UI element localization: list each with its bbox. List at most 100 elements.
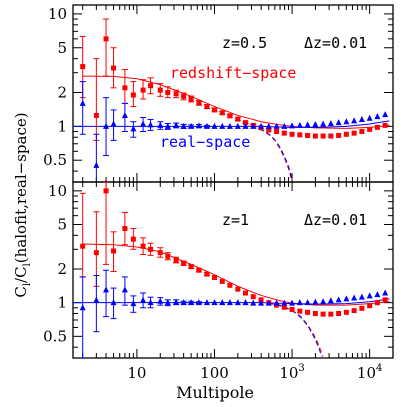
redshift-space-point bbox=[111, 65, 117, 71]
y-tick-label: 1 bbox=[57, 294, 67, 312]
redshift-space-point bbox=[157, 250, 163, 256]
real-space-point bbox=[265, 299, 272, 306]
redshift-space-point bbox=[351, 308, 357, 314]
redshift-annotation: z=1 bbox=[222, 211, 249, 229]
redshift-space-point bbox=[343, 131, 349, 137]
real-space-point bbox=[374, 291, 381, 298]
y-tick-label: 0.5 bbox=[43, 327, 67, 345]
real-space-point bbox=[335, 296, 342, 303]
real-space-point bbox=[312, 298, 319, 305]
real-space-point bbox=[273, 299, 280, 306]
y-axis-label-sub2: l bbox=[22, 263, 33, 266]
real-space-point bbox=[130, 300, 137, 307]
real-space-point bbox=[351, 294, 358, 301]
real-space-point bbox=[110, 120, 117, 127]
redshift-space-point bbox=[382, 122, 388, 128]
real-space-point bbox=[358, 116, 365, 123]
redshift-space-point bbox=[235, 116, 241, 122]
real-space-point bbox=[188, 299, 195, 306]
redshift-space-point bbox=[281, 304, 287, 310]
redshift-space-point bbox=[374, 300, 380, 306]
real-space-point bbox=[327, 120, 334, 127]
redshift-space-point bbox=[219, 110, 225, 116]
real-space-point bbox=[203, 122, 210, 129]
real-space-point bbox=[93, 296, 100, 303]
real-space-point bbox=[335, 119, 342, 126]
real-space-point bbox=[157, 297, 164, 304]
redshift-space-point bbox=[281, 130, 287, 136]
real-space-point bbox=[358, 293, 365, 300]
redshift-halofit-line bbox=[82, 243, 390, 306]
real-space-point bbox=[195, 299, 202, 306]
redshift-annotation: z=0.5 bbox=[222, 34, 267, 52]
bin-width-annotation: Δz=0.01 bbox=[304, 211, 367, 229]
real-space-point bbox=[366, 292, 373, 299]
redshift-space-point bbox=[382, 297, 388, 303]
real-space-point bbox=[121, 111, 128, 118]
bin-width-annotation: Δz=0.01 bbox=[304, 34, 367, 52]
real-space-point bbox=[180, 299, 187, 306]
real-space-point bbox=[327, 297, 334, 304]
redshift-space-point bbox=[343, 309, 349, 315]
real-space-point bbox=[130, 125, 137, 132]
redshift-space-point bbox=[80, 64, 86, 70]
x-tick-label: 100 bbox=[200, 364, 229, 382]
redshift-space-point bbox=[103, 188, 109, 194]
redshift-space-point bbox=[165, 90, 171, 96]
real-space-point bbox=[79, 304, 86, 311]
real-space-point bbox=[374, 113, 381, 120]
y-tick-label: 1 bbox=[57, 117, 67, 135]
redshift-space-point bbox=[188, 264, 194, 270]
redshift-space-point bbox=[336, 132, 342, 138]
real-linear-dashed-line bbox=[268, 302, 323, 357]
real-space-point bbox=[351, 117, 358, 124]
real-space-point bbox=[320, 120, 327, 127]
redshift-space-point bbox=[266, 127, 272, 133]
redshift-space-point bbox=[250, 294, 256, 300]
redshift-space-point bbox=[320, 133, 326, 139]
redshift-space-point bbox=[122, 226, 128, 232]
real-space-point bbox=[296, 121, 303, 128]
redshift-space-point bbox=[173, 91, 179, 97]
y-tick-label: 10 bbox=[48, 182, 67, 200]
real-space-point bbox=[250, 299, 257, 306]
redshift-space-point bbox=[219, 278, 225, 284]
redshift-space-point bbox=[312, 311, 318, 317]
redshift-space-point bbox=[359, 128, 365, 134]
redshift-space-point bbox=[320, 311, 326, 317]
redshift-space-point bbox=[196, 100, 202, 106]
redshift-space-point bbox=[297, 308, 303, 314]
redshift-space-point bbox=[305, 132, 311, 138]
redshift-space-point bbox=[359, 305, 365, 311]
real-space-point bbox=[173, 121, 180, 128]
real-space-point bbox=[219, 122, 226, 129]
x-tick-label: 10 bbox=[127, 364, 146, 382]
redshift-space-point bbox=[80, 243, 86, 249]
redshift-space-point bbox=[196, 267, 202, 273]
real-space-point bbox=[234, 299, 241, 306]
y-tick-label: 5 bbox=[57, 216, 67, 234]
y-tick-label: 2 bbox=[57, 84, 67, 102]
real-space-point bbox=[157, 121, 164, 128]
redshift-space-point bbox=[204, 271, 210, 277]
panel-top: 0.5 1 2 5 10 z=0.5 Δz=0.01 redshift−space real−s… bbox=[43, 4, 394, 183]
real-space-label: real−space bbox=[160, 133, 250, 151]
redshift-space-point bbox=[235, 286, 241, 292]
real-space-point bbox=[110, 299, 117, 306]
redshift-space-point bbox=[181, 93, 187, 99]
redshift-linear-dashed-line bbox=[268, 302, 324, 357]
real-space-point bbox=[103, 286, 110, 293]
redshift-space-point bbox=[93, 112, 99, 118]
real-space-point bbox=[320, 298, 327, 305]
real-space-point bbox=[296, 299, 303, 306]
redshift-space-point bbox=[374, 124, 380, 130]
redshift-space-point bbox=[367, 303, 373, 309]
redshift-space-point bbox=[173, 257, 179, 263]
real-space-point bbox=[164, 299, 171, 306]
real-space-point bbox=[147, 299, 154, 306]
redshift-space-point bbox=[289, 306, 295, 312]
real-space-point bbox=[226, 299, 233, 306]
redshift-space-point bbox=[130, 236, 136, 242]
redshift-space-point bbox=[242, 290, 248, 296]
